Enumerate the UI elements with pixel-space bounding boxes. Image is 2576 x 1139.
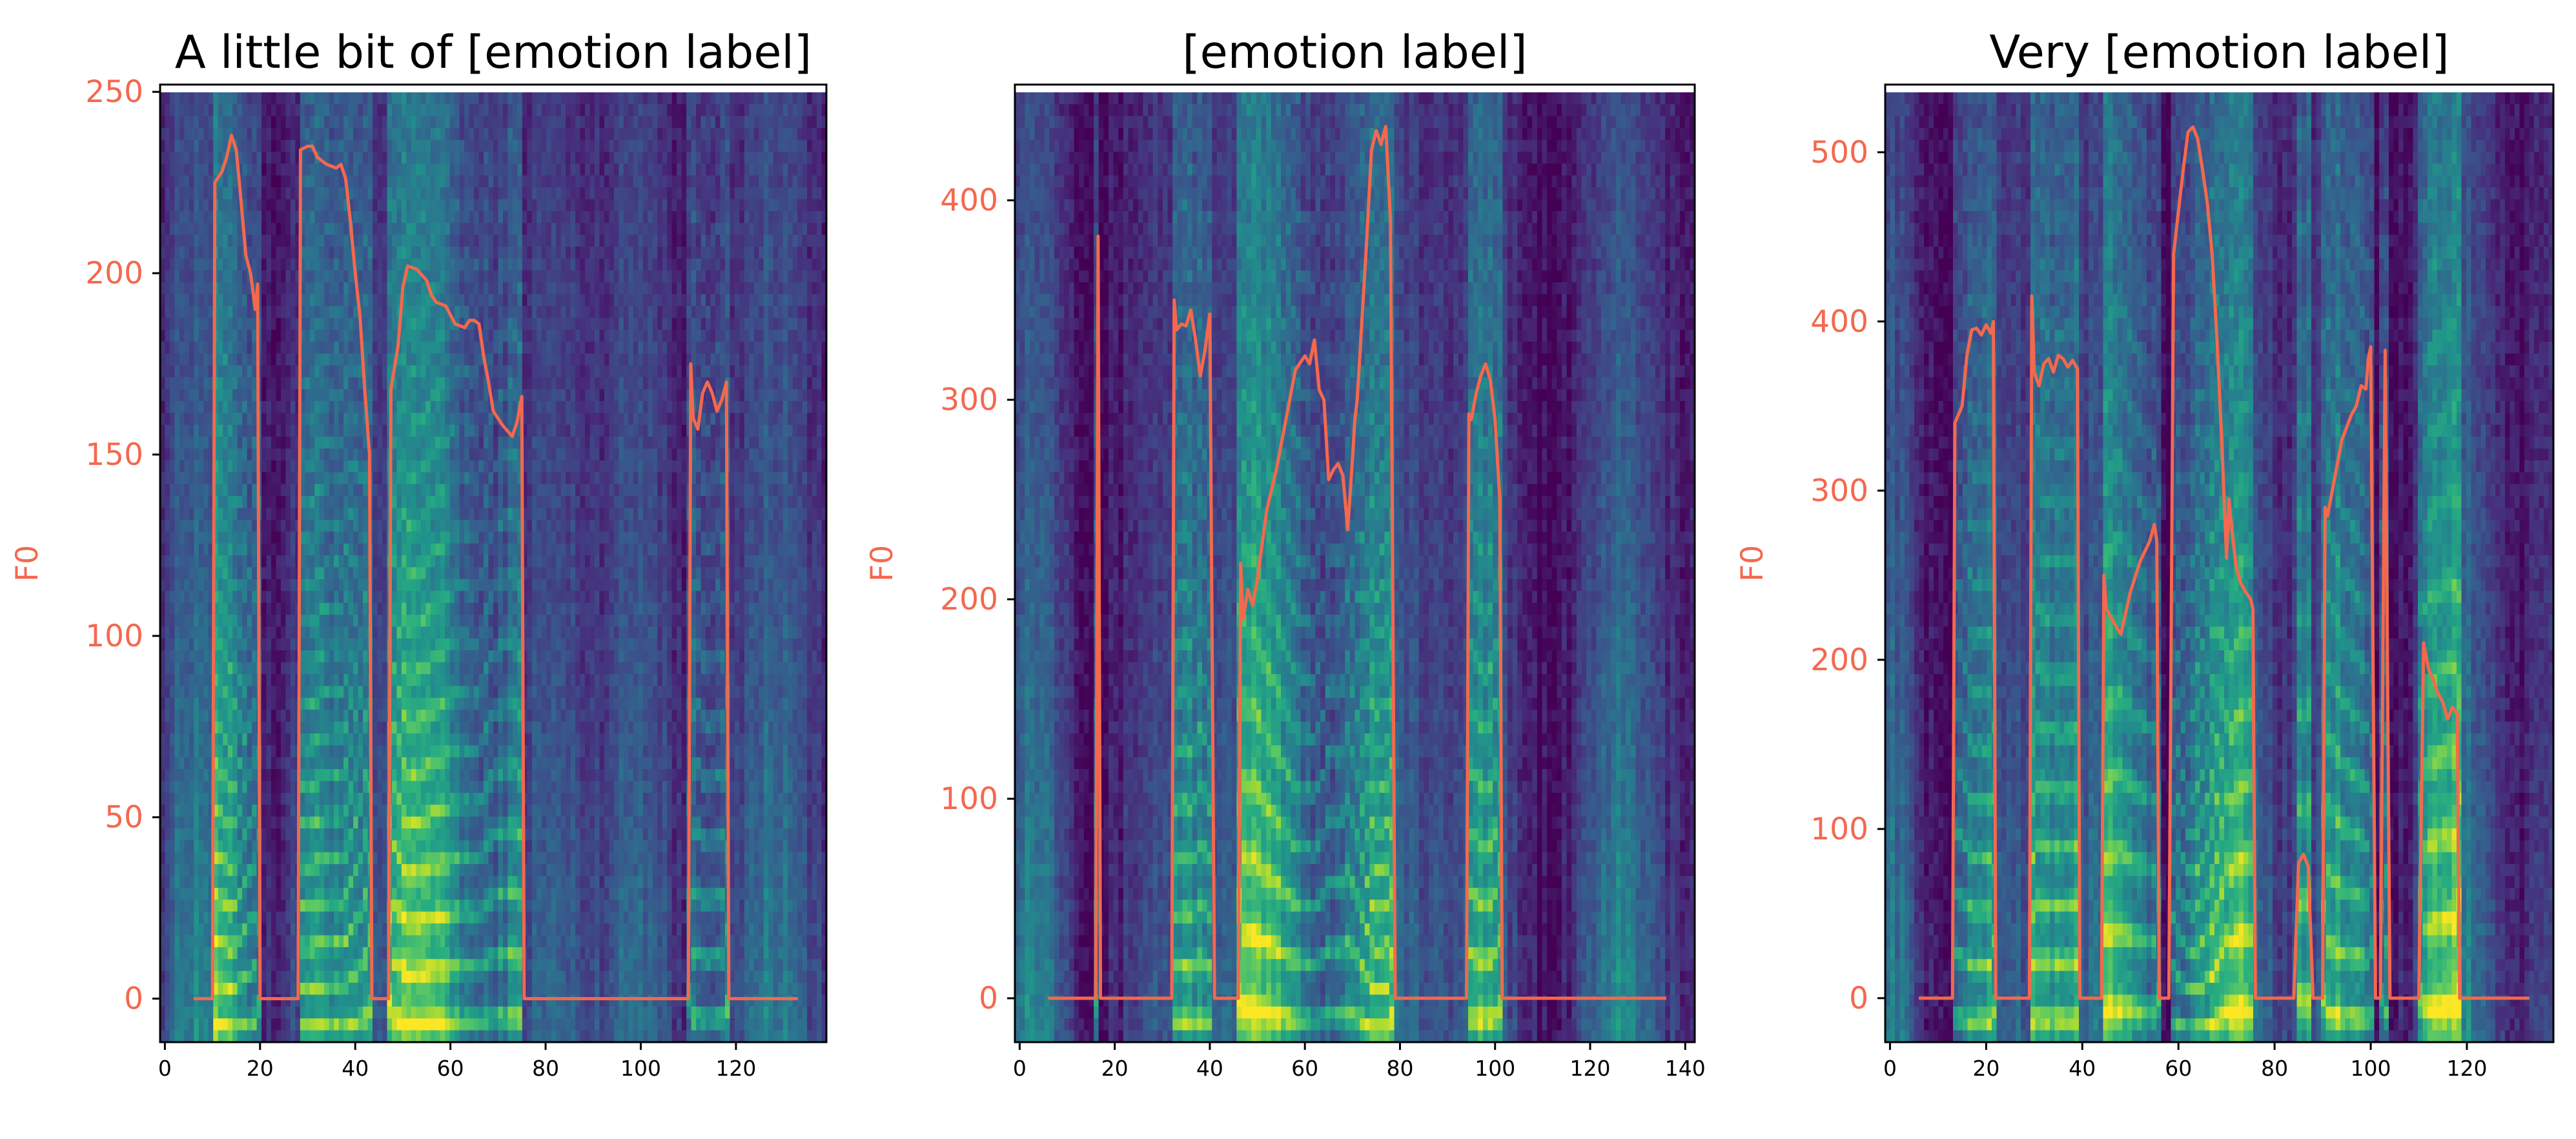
y-tick-label: 300 (940, 382, 998, 418)
y-axis-label: F0 (10, 545, 45, 582)
x-tick-label: 0 (158, 1056, 172, 1081)
x-tick-label: 0 (1013, 1056, 1027, 1081)
x-tick-label: 100 (2351, 1056, 2391, 1081)
x-tick-label: 20 (1972, 1056, 1999, 1081)
x-tick-label: 120 (715, 1056, 756, 1081)
y-tick-label: 100 (85, 619, 143, 654)
x-tick-label: 40 (2069, 1056, 2096, 1081)
y-tick-label: 400 (1810, 304, 1868, 340)
y-tick-label: 400 (940, 183, 998, 218)
y-tick-label: 100 (940, 781, 998, 817)
x-tick-label: 80 (2261, 1056, 2288, 1081)
x-tick-label: 80 (532, 1056, 559, 1081)
y-tick-label: 200 (940, 582, 998, 617)
x-tick-label: 60 (437, 1056, 464, 1081)
spectrogram-background (1885, 85, 2554, 1043)
y-tick-label: 150 (85, 437, 143, 473)
y-tick-label: 250 (85, 74, 143, 110)
panel-1: 0 20 40 60 80 100 120 0 50 100 150 200 250 F0 A little… (10, 26, 827, 1081)
spectrogram-background (1015, 85, 1695, 1043)
x-tick-label: 40 (342, 1056, 369, 1081)
y-axis-label: F0 (864, 545, 900, 582)
x-tick-label: 120 (1570, 1056, 1611, 1081)
x-tick-label: 20 (247, 1056, 274, 1081)
y-tick-label: 200 (1810, 642, 1868, 678)
y-tick-label: 500 (1810, 135, 1868, 170)
x-tick-label: 140 (1665, 1056, 1706, 1081)
x-tick-label: 60 (2165, 1056, 2192, 1081)
x-tick-label: 60 (1291, 1056, 1318, 1081)
y-tick-label: 50 (105, 800, 143, 836)
x-tick-label: 0 (1883, 1056, 1897, 1081)
x-tick-label: 100 (1475, 1056, 1515, 1081)
y-tick-label: 0 (979, 981, 998, 1016)
panel-2: 0 20 40 60 80 100 120 140 0 100 200 300 400 F0 [emotio… (864, 26, 1706, 1081)
panel-title: Very [emotion label] (1989, 26, 2449, 79)
x-tick-label: 20 (1101, 1056, 1129, 1081)
y-tick-label: 300 (1810, 473, 1868, 509)
panel-title: [emotion label] (1182, 26, 1527, 79)
y-axis-label: F0 (1735, 545, 1770, 582)
x-tick-label: 40 (1196, 1056, 1223, 1081)
x-tick-label: 80 (1386, 1056, 1413, 1081)
y-tick-label: 100 (1810, 812, 1868, 847)
x-tick-label: 120 (2446, 1056, 2487, 1081)
panel-3: 0 20 40 60 80 100 120 0 100 200 300 400 500 F0 Very [e… (1735, 26, 2554, 1081)
panel-title: A little bit of [emotion label] (175, 26, 812, 79)
y-tick-label: 0 (1849, 981, 1868, 1016)
y-tick-label: 200 (85, 256, 143, 291)
x-tick-label: 100 (620, 1056, 661, 1081)
y-tick-label: 0 (124, 981, 143, 1017)
